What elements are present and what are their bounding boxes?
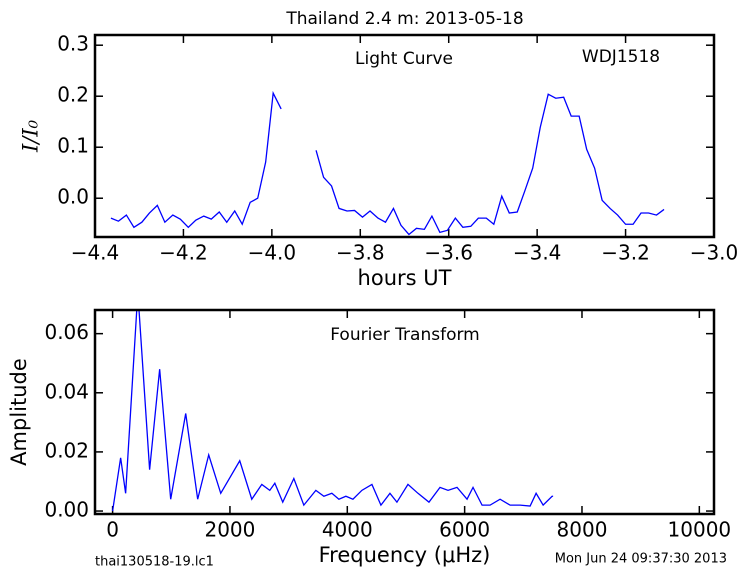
y-tick-label: 0.3 bbox=[57, 32, 89, 56]
axes-frame bbox=[93, 33, 716, 239]
data-line bbox=[110, 90, 665, 236]
x-tick-label: −3.2 bbox=[601, 241, 650, 265]
figure-title: Thailand 2.4 m: 2013-05-18 bbox=[285, 9, 523, 29]
y-tick-label: 0.04 bbox=[44, 379, 89, 403]
footer-right: Mon Jun 24 09:37:30 2013 bbox=[555, 552, 727, 567]
y-tick-label: 0.06 bbox=[44, 320, 89, 344]
y-tick-label: 0.0 bbox=[57, 185, 89, 209]
x-axis-label: hours UT bbox=[358, 266, 452, 290]
x-tick-label: −3.8 bbox=[336, 241, 385, 265]
x-tick-label: 10000 bbox=[668, 518, 732, 542]
x-tick-label: −3.6 bbox=[424, 241, 473, 265]
x-tick-label: −4.0 bbox=[248, 241, 297, 265]
x-tick-label: −3.0 bbox=[690, 241, 739, 265]
x-tick-label: 2000 bbox=[204, 518, 255, 542]
x-axis-label: Frequency (μHz) bbox=[319, 543, 491, 567]
y-tick-label: 0.2 bbox=[57, 83, 89, 107]
annotation: Fourier Transform bbox=[330, 325, 479, 345]
footer-left: thai130518-19.lc1 bbox=[95, 555, 214, 570]
y-axis-label: I/I₀ bbox=[19, 119, 43, 153]
x-tick-label: −3.4 bbox=[513, 241, 562, 265]
x-tick-label: 6000 bbox=[439, 518, 490, 542]
data-line bbox=[111, 310, 554, 512]
x-tick-label: −4.2 bbox=[159, 241, 208, 265]
y-tick-label: 0.1 bbox=[57, 134, 89, 158]
y-axis-label: Amplitude bbox=[7, 358, 31, 466]
annotation: Light Curve bbox=[355, 49, 453, 69]
x-tick-label: 8000 bbox=[557, 518, 608, 542]
x-tick-label: −4.4 bbox=[71, 241, 120, 265]
annotation: WDJ1518 bbox=[582, 47, 660, 67]
x-tick-label: 4000 bbox=[322, 518, 373, 542]
x-tick-label: 0 bbox=[106, 518, 119, 542]
axes-frame bbox=[93, 308, 716, 516]
y-tick-label: 0.00 bbox=[44, 498, 89, 522]
y-tick-label: 0.02 bbox=[44, 438, 89, 462]
